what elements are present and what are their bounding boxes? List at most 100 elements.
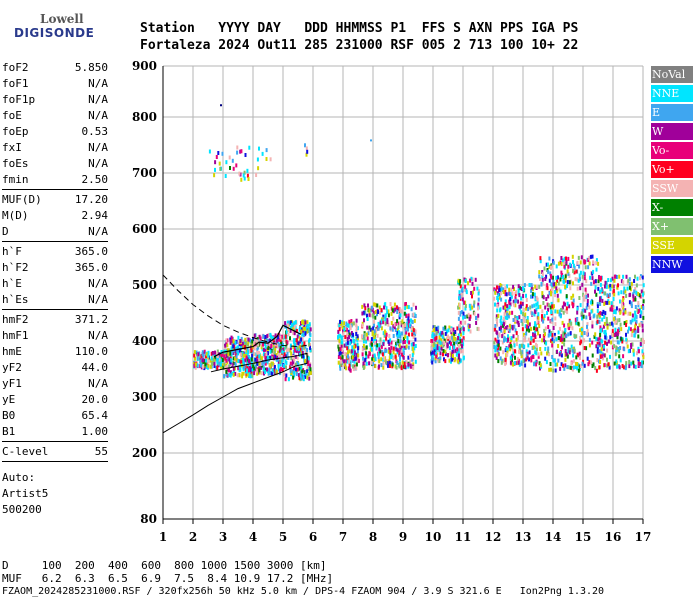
echo-point	[365, 345, 368, 350]
echo-point	[572, 365, 575, 370]
echo-point	[462, 311, 465, 316]
echo-point	[561, 305, 564, 310]
echo-point	[392, 350, 395, 355]
echo-point	[600, 347, 603, 352]
echo-point	[301, 320, 304, 325]
echo-point	[614, 310, 617, 315]
echo-point	[614, 320, 617, 325]
echo-point	[294, 320, 297, 325]
echo-point	[285, 329, 288, 334]
echo-point	[627, 278, 630, 283]
echo-point	[555, 288, 558, 293]
echo-point	[390, 321, 393, 325]
echo-point	[560, 334, 563, 339]
echo-point	[548, 291, 551, 296]
echo-point	[639, 307, 641, 312]
echo-point	[618, 330, 621, 335]
echo-point	[619, 310, 622, 315]
echo-point	[446, 329, 448, 334]
echo-point	[564, 302, 566, 307]
echo-point	[245, 355, 248, 360]
echo-point	[533, 324, 536, 328]
echo-point	[438, 339, 441, 344]
echo-point	[500, 321, 503, 326]
param-row: hmF1 N/A	[2, 328, 108, 344]
echo-point	[339, 350, 342, 355]
echo-point	[302, 377, 305, 382]
echo-point	[268, 367, 271, 372]
echo-point	[500, 315, 503, 320]
echo-point	[499, 291, 502, 296]
echo-point	[243, 364, 245, 369]
echo-point	[390, 311, 393, 316]
echo-point	[388, 364, 391, 368]
echo-point	[476, 316, 479, 321]
echo-point	[275, 338, 278, 343]
echo-point	[637, 357, 640, 362]
echo-point	[438, 335, 441, 340]
echo-point	[293, 321, 296, 326]
echo-point	[348, 319, 351, 324]
echo-point	[456, 338, 459, 343]
echo-point	[457, 316, 460, 321]
echo-point	[550, 319, 553, 324]
echo-point	[382, 331, 385, 336]
echo-point	[371, 307, 374, 312]
echo-point	[616, 285, 619, 290]
echo-point	[435, 327, 438, 331]
echo-point	[407, 313, 410, 318]
echo-point	[589, 254, 592, 259]
echo-point	[363, 318, 365, 323]
echo-point	[618, 308, 621, 313]
echo-point	[247, 337, 250, 342]
electron-density-profile	[162, 352, 308, 434]
echo-point	[444, 325, 447, 330]
echo-point	[463, 287, 466, 292]
echo-point	[610, 301, 613, 306]
echo-point	[382, 365, 385, 370]
echo-point	[509, 292, 512, 297]
echo-point	[433, 333, 436, 338]
echo-point	[576, 317, 579, 321]
echo-point	[368, 361, 371, 366]
echo-point	[499, 356, 502, 361]
echo-point	[407, 332, 410, 337]
y-tick-label: 600	[132, 222, 157, 236]
echo-point	[345, 321, 348, 326]
echo-point	[337, 360, 340, 365]
echo-point	[302, 321, 305, 326]
echo-point	[373, 353, 376, 358]
echo-point	[307, 329, 310, 333]
echo-point	[596, 358, 599, 362]
echo-point	[551, 286, 553, 290]
x-tick-label: 11	[455, 530, 472, 544]
echo-point	[297, 362, 300, 367]
echo-point	[547, 294, 550, 299]
echo-point	[547, 349, 550, 354]
echo-point	[600, 343, 603, 348]
echo-point	[306, 149, 309, 154]
echo-point	[562, 363, 564, 368]
echo-point	[508, 302, 511, 307]
echo-point	[588, 343, 591, 348]
x-tick-label: 6	[309, 530, 317, 544]
echo-point	[247, 177, 250, 181]
echo-point	[445, 339, 447, 344]
echo-point	[453, 358, 456, 363]
echo-point	[496, 303, 499, 308]
echo-point	[618, 318, 621, 323]
echo-point	[539, 256, 542, 261]
echo-point	[602, 309, 605, 314]
echo-point	[555, 281, 557, 286]
echo-point	[595, 267, 598, 272]
echo-point	[573, 270, 576, 275]
echo-point	[467, 281, 469, 286]
echo-point	[553, 358, 556, 363]
echo-point	[465, 290, 468, 295]
echo-point	[285, 373, 288, 378]
x-tick-label: 7	[339, 530, 347, 544]
echo-point	[526, 324, 529, 329]
echo-point	[627, 329, 629, 334]
echo-point	[379, 310, 381, 315]
echo-point	[377, 310, 379, 314]
